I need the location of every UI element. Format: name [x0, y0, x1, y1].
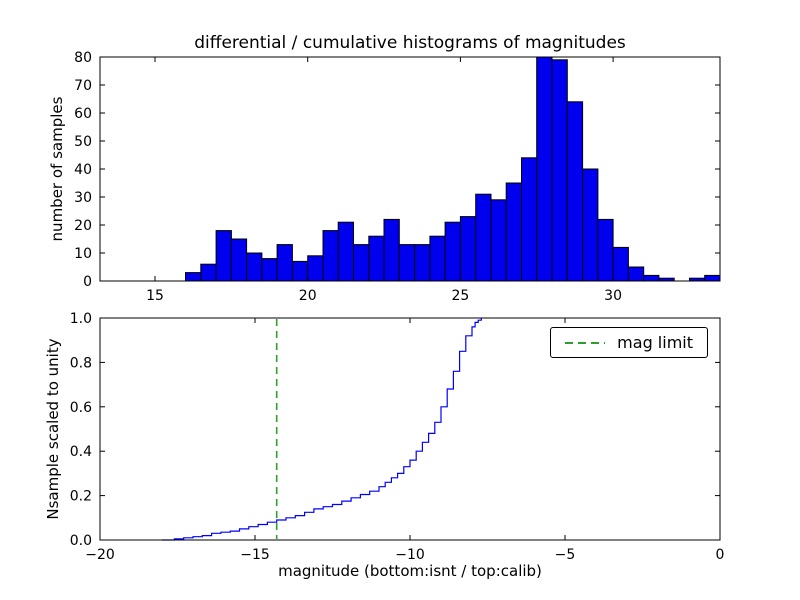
x-tick-label: 15	[146, 288, 164, 304]
histogram-bar	[444, 221, 461, 282]
figure-title: differential / cumulative histograms of …	[194, 33, 626, 53]
histogram-bar	[337, 221, 355, 282]
histogram-bar	[322, 230, 339, 282]
legend-box: mag limit	[550, 327, 708, 358]
histogram-bar	[215, 230, 232, 282]
y-tick-label: 30	[74, 190, 92, 206]
y-tick-label: 70	[74, 78, 92, 94]
y-tick-label: 50	[74, 134, 92, 150]
histogram-bar	[368, 235, 385, 282]
histogram-bar	[582, 168, 599, 282]
y-tick-label: 60	[74, 106, 92, 122]
legend-entry-label: mag limit	[617, 333, 693, 352]
histogram-bar	[246, 252, 263, 282]
y-tick-label: 0.8	[70, 355, 92, 371]
histogram-bar	[414, 244, 431, 282]
y-tick-label: 0.4	[70, 444, 92, 460]
histogram-bar	[185, 272, 202, 282]
histogram-bar	[521, 157, 538, 282]
histogram-bar	[429, 235, 446, 282]
x-tick-label: −10	[395, 547, 425, 563]
x-tick-label: 20	[299, 288, 317, 304]
y-tick-label: 40	[74, 162, 92, 178]
histogram-bar	[505, 182, 523, 282]
histogram-bar	[536, 56, 553, 282]
y-tick-label: 20	[74, 218, 92, 234]
histogram-bar	[551, 59, 568, 282]
bottom-y-axis-label: Nsample scaled to unity	[44, 338, 62, 520]
histogram-bar	[291, 260, 309, 282]
y-tick-label: 0.6	[70, 400, 92, 416]
histogram-bar	[276, 244, 293, 282]
bottom-x-axis-label: magnitude (bottom:isnt / top:calib)	[278, 562, 542, 580]
histogram-bar	[307, 255, 324, 282]
top-y-axis-label: number of samples	[48, 96, 66, 242]
x-tick-label: −5	[555, 547, 576, 563]
histogram-bar	[475, 193, 492, 282]
histogram-bar	[383, 218, 400, 282]
legend-dash-sample-icon	[565, 341, 606, 344]
x-tick-label: 30	[604, 288, 622, 304]
histogram-bar	[353, 244, 370, 282]
y-tick-label: 0	[83, 274, 92, 290]
x-tick-label: −15	[240, 547, 270, 563]
histogram-bar	[200, 263, 217, 282]
histogram-bar	[704, 274, 721, 282]
histogram-bar	[597, 218, 614, 282]
histogram-bar	[627, 266, 645, 282]
y-tick-label: 0.0	[70, 533, 92, 549]
x-tick-label: 25	[451, 288, 469, 304]
histogram-bar	[398, 244, 416, 282]
histogram-bar	[490, 199, 507, 282]
y-tick-label: 10	[74, 246, 92, 262]
histogram-bar	[230, 238, 248, 282]
histogram-bar	[261, 258, 278, 282]
histogram-bar	[459, 216, 477, 282]
histogram-bar	[643, 274, 660, 282]
histogram-bar	[566, 101, 584, 282]
x-tick-label: −20	[85, 547, 115, 563]
y-tick-label: 1.0	[70, 311, 92, 327]
y-tick-label: 80	[74, 50, 92, 66]
y-tick-label: 0.2	[70, 489, 92, 505]
histogram-bar	[612, 246, 629, 282]
x-tick-label: 0	[716, 547, 725, 563]
cumulative-line	[162, 318, 482, 541]
